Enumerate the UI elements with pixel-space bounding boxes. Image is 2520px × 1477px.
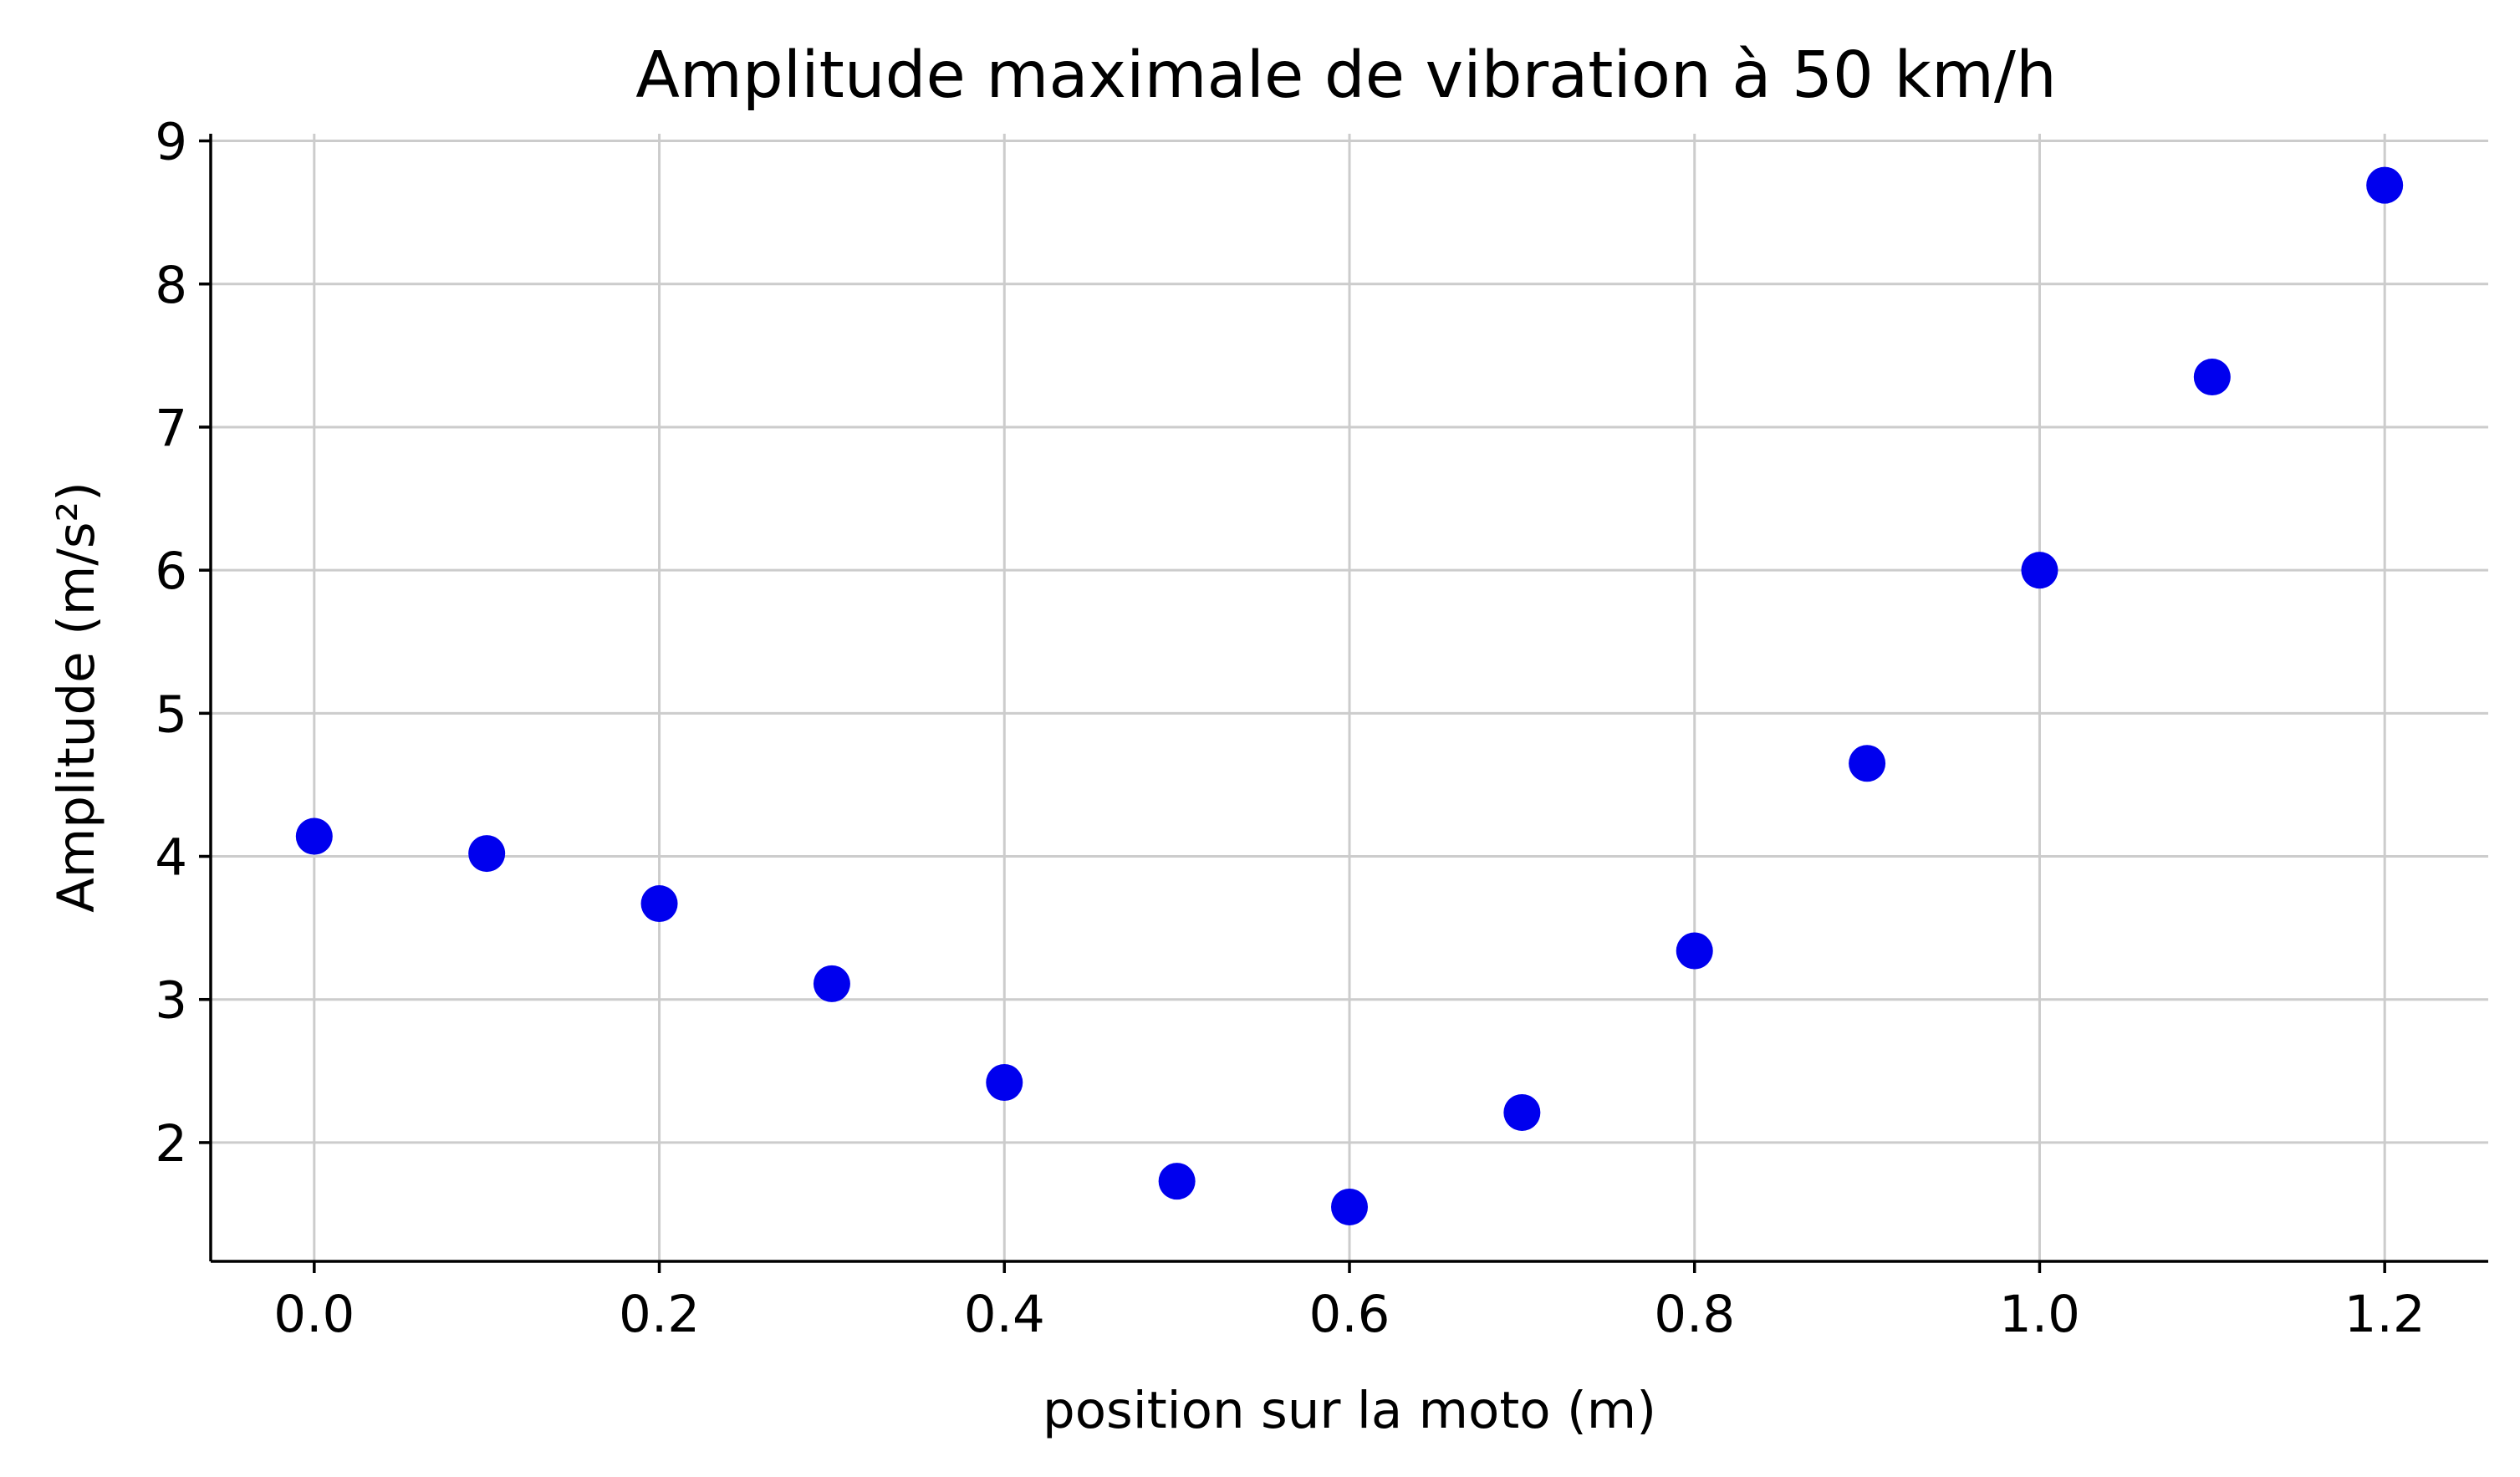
data-point (2366, 166, 2404, 204)
data-point (2021, 552, 2058, 589)
x-axis-ticks: 0.0 0.2 0.4 0.6 0.8 1.0 1.2 (273, 1261, 2426, 1344)
x-tick-label: 0.4 (964, 1285, 1045, 1344)
data-point (468, 835, 506, 873)
data-point (640, 885, 678, 923)
y-tick-label: 9 (155, 113, 187, 172)
data-points (295, 166, 2404, 1225)
data-point (1331, 1188, 1368, 1225)
data-point (2193, 359, 2231, 396)
y-tick-label: 6 (155, 542, 187, 601)
grid-lines (211, 134, 2488, 1261)
x-axis-label: position sur la moto (m) (1043, 1381, 1656, 1440)
data-point (1158, 1163, 1196, 1200)
x-tick-label: 0.0 (273, 1285, 355, 1344)
chart-title: Amplitude maximale de vibration à 50 km/… (635, 38, 2057, 113)
x-tick-label: 1.0 (1999, 1285, 2080, 1344)
y-tick-label: 5 (155, 685, 187, 744)
data-point (813, 965, 850, 1002)
y-tick-label: 7 (155, 399, 187, 458)
y-tick-label: 4 (155, 828, 187, 888)
x-tick-label: 0.2 (619, 1285, 700, 1344)
y-axis-ticks: 2 3 4 5 6 7 8 9 (155, 113, 211, 1174)
y-tick-label: 8 (155, 256, 187, 315)
y-tick-label: 3 (155, 971, 187, 1031)
data-point (1849, 745, 1886, 782)
data-point (295, 817, 333, 855)
y-axis-label: Amplitude (m/s²) (47, 481, 106, 913)
data-point (1676, 932, 1713, 970)
x-tick-label: 1.2 (2344, 1285, 2426, 1344)
data-point (1503, 1093, 1541, 1131)
y-tick-label: 2 (155, 1114, 187, 1174)
x-tick-label: 0.6 (1308, 1285, 1390, 1344)
x-tick-label: 0.8 (1654, 1285, 1735, 1344)
data-point (986, 1064, 1023, 1102)
